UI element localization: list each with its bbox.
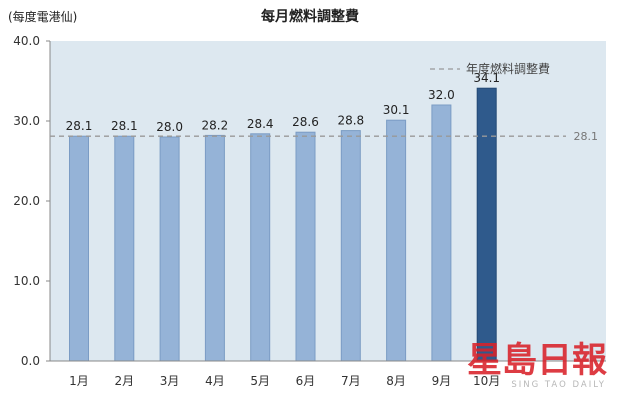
legend-label: 年度燃料調整費 (466, 61, 550, 76)
watermark-subtext: SING TAO DAILY (511, 380, 606, 390)
bar-value-label: 28.1 (66, 119, 93, 133)
x-tick-label: 4月 (205, 374, 225, 388)
bar (431, 104, 452, 362)
reference-line-group: 28.1 (50, 130, 598, 143)
bar-value-label: 28.6 (292, 115, 319, 129)
y-axis: 0.0 10.0 20.0 30.0 40.0 (13, 34, 51, 368)
reference-line-label: 28.1 (574, 130, 599, 143)
y-tick-label: 30.0 (13, 114, 40, 128)
y-axis-label: (每度電港仙) (8, 9, 77, 24)
x-tick-label: 1月 (69, 374, 89, 388)
x-tick-label: 2月 (114, 374, 134, 388)
x-tick-label: 10月 (473, 374, 500, 388)
bar-value-label: 28.8 (337, 114, 364, 128)
y-tick-label: 40.0 (13, 34, 40, 48)
bar (250, 133, 271, 362)
x-tick-label: 5月 (250, 374, 270, 388)
x-tick-label: 3月 (160, 374, 180, 388)
x-tick-label: 7月 (341, 374, 361, 388)
x-tick-label: 8月 (386, 374, 406, 388)
bar-value-label: 28.0 (156, 120, 183, 134)
bar (114, 135, 135, 362)
plot-area (50, 41, 606, 361)
bar-value-label: 28.2 (202, 118, 229, 132)
bar (159, 136, 180, 362)
x-axis: 1月 2月 3月 4月 5月 6月 7月 8月 9月 10月 (50, 360, 606, 388)
bar (69, 135, 89, 362)
legend: 年度燃料調整費 (430, 61, 550, 76)
bar-series (69, 87, 497, 362)
bar (204, 134, 225, 362)
bar-value-label: 30.1 (383, 103, 410, 117)
x-tick-label: 6月 (296, 374, 316, 388)
bar (386, 119, 407, 362)
bar (340, 130, 361, 362)
bar-value-label: 34.1 (473, 71, 500, 85)
x-tick-label: 9月 (432, 374, 452, 388)
bar (295, 131, 316, 362)
bar-value-label: 28.4 (247, 117, 274, 131)
watermark-text: 星島日報 (467, 341, 607, 381)
y-tick-label: 20.0 (13, 194, 40, 208)
chart-title: 每月燃料調整費 (261, 8, 359, 25)
y-tick-label: 0.0 (21, 354, 40, 368)
data-labels: 28.1 28.1 28.0 28.2 28.4 28.6 28.8 30.1 32.0 34.1 (66, 71, 500, 134)
bar-highlighted (476, 87, 497, 362)
bar-value-label: 32.0 (428, 88, 455, 102)
bar-value-label: 28.1 (111, 119, 138, 133)
y-tick-label: 10.0 (13, 274, 40, 288)
